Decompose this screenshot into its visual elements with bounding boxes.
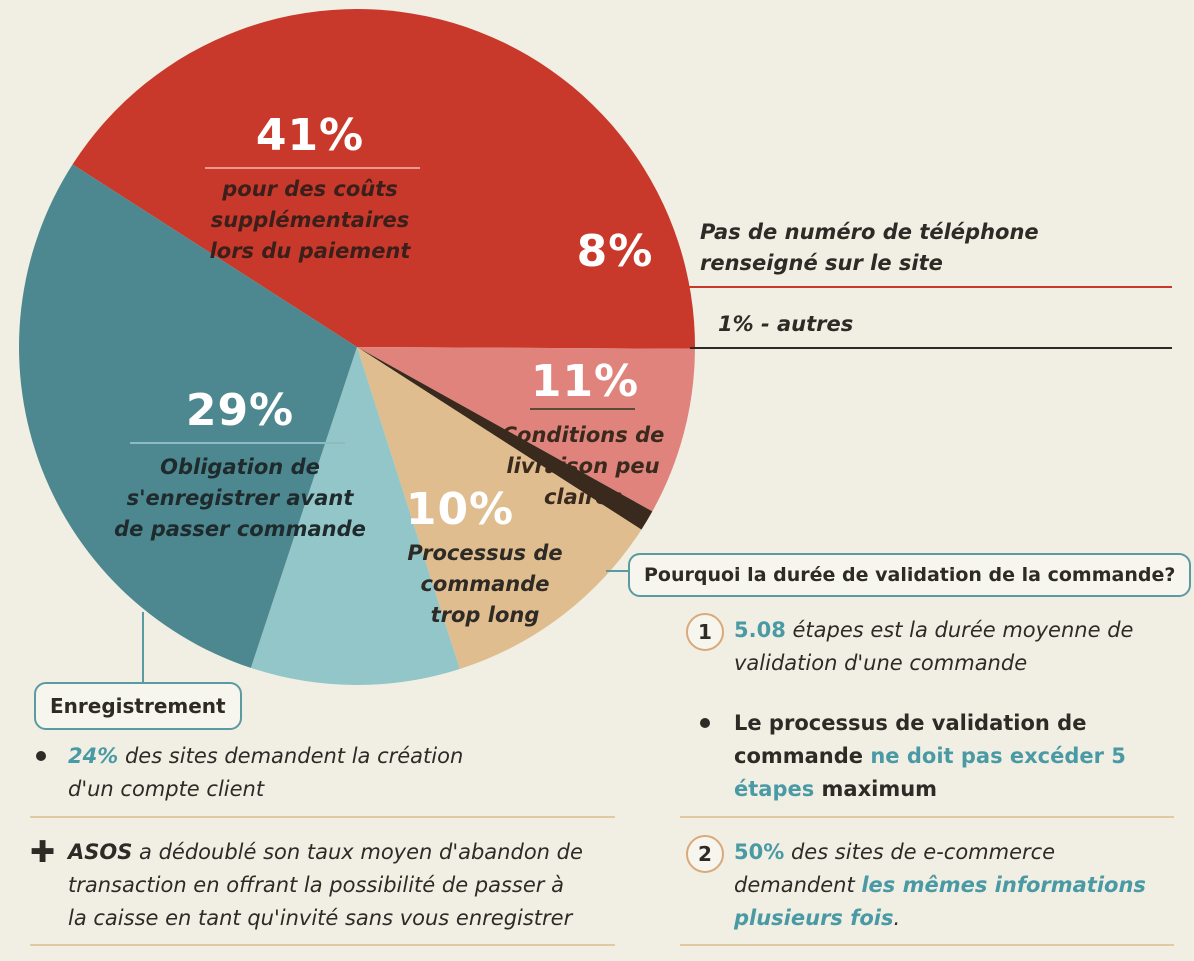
left-item-2-text2: transaction en offrant la possibilité de… (68, 873, 564, 897)
left-divider-1 (30, 816, 615, 818)
slice-11-pct: 11% (530, 356, 640, 407)
right-item-1-text2: validation d'une commande (734, 651, 1028, 675)
pie-slice-41 (72, 9, 696, 349)
left-item-2: ASOS a dédoublé son taux moyen d'abandon… (68, 836, 648, 935)
left-item-2-text3: la caisse en tant qu'invité sans vous en… (68, 906, 573, 930)
slice-11-desc-line2: livraison peu (506, 454, 660, 478)
pie-slice-8 (357, 347, 695, 512)
bullet-icon (700, 718, 710, 728)
right-divider-1 (680, 816, 1174, 818)
number-1-icon: 1 (686, 613, 724, 651)
right-item-2-highlight2: étapes (734, 777, 815, 801)
slice-11-rule (530, 408, 635, 410)
plus-icon: ✚ (30, 835, 56, 870)
slice-41-desc-line1: pour des coûts (222, 177, 398, 201)
pie-slice-29 (18, 164, 357, 668)
left-divider-2 (30, 944, 615, 946)
slice-29-pct: 29% (185, 385, 295, 436)
slice-10-pct: 10% (405, 484, 515, 535)
left-item-2-text: a dédoublé son taux moyen d'abandon de (132, 840, 583, 864)
left-item-2-bold: ASOS (68, 840, 133, 864)
slice-8-desc-line1: Pas de numéro de téléphone (700, 220, 1039, 244)
right-item-2-line1: Le processus de validation de (734, 711, 1087, 735)
right-divider-2 (680, 944, 1174, 946)
right-item-3-end: . (893, 906, 901, 930)
right-item-3-b: demandent (734, 873, 862, 897)
bullet-icon (36, 751, 46, 761)
right-item-2-b: commande (734, 744, 864, 768)
slice-29-desc-line1: Obligation de (160, 455, 320, 479)
slice-41-desc-line3: lors du paiement (209, 239, 411, 263)
right-item-2-c: maximum (814, 777, 938, 801)
right-item-3-highlight3: plusieurs fois (734, 906, 894, 930)
pie-slice-1 (357, 347, 653, 530)
right-item-3-highlight2: les mêmes informations (861, 873, 1146, 897)
pie-slice-11 (357, 347, 642, 669)
right-item-2-highlight: ne doit pas excéder 5 (863, 744, 1126, 768)
slice-10-desc-line2: commande (420, 572, 550, 596)
enregistrement-box: Enregistrement (34, 682, 242, 730)
right-item-1-highlight: 5.08 (734, 618, 786, 642)
validation-title: Pourquoi la durée de validation de la co… (644, 564, 1176, 586)
number-2-icon: 2 (686, 835, 724, 873)
right-item-3-text: des sites de e-commerce (784, 840, 1056, 864)
pie-slice-10 (250, 347, 460, 686)
slice-11-desc: Conditions de livraison peu claires (488, 420, 678, 513)
right-item-3: 50% des sites de e-commerce demandent le… (734, 836, 1184, 935)
slice-8-desc-line2: renseigné sur le site (700, 251, 943, 275)
slice-10-desc-line1: Processus de (407, 541, 563, 565)
slice-8-pct: 8% (576, 226, 654, 277)
validation-box: Pourquoi la durée de validation de la co… (628, 553, 1192, 597)
slice-41-pct: 41% (255, 110, 365, 161)
slice-29-desc: Obligation de s'enregistrer avant de pas… (95, 452, 385, 545)
left-item-1-text: des sites demandent la création (118, 744, 464, 768)
slice-10-desc: Processus de commande trop long (400, 538, 570, 631)
slice-10-desc-line3: trop long (430, 603, 540, 627)
right-item-2: Le processus de validation de commande n… (734, 707, 1184, 806)
right-item-1: 5.08 étapes est la durée moyenne de vali… (734, 614, 1184, 680)
left-item-1-highlight: 24% (68, 744, 119, 768)
slice-29-desc-line2: s'enregistrer avant (126, 486, 354, 510)
right-item-1-text: étapes est la durée moyenne de (785, 618, 1134, 642)
left-item-1-text2: d'un compte client (68, 777, 265, 801)
slice-41-rule (205, 167, 420, 169)
slice-29-desc-line3: de passer commande (114, 517, 366, 541)
enregistrement-title: Enregistrement (50, 694, 226, 718)
slice-41-desc-line2: supplémentaires (210, 208, 410, 232)
slice-11-desc-line3: claires (543, 485, 623, 509)
slice-11-desc-line1: Conditions de (501, 423, 665, 447)
slice-29-rule (130, 442, 345, 444)
slice-1-label: 1% - autres (718, 312, 854, 336)
right-item-3-highlight: 50% (734, 840, 785, 864)
slice-41-desc: pour des coûts supplémentaires lors du p… (160, 174, 460, 267)
slice-8-desc: Pas de numéro de téléphone renseigné sur… (700, 217, 1160, 279)
left-item-1: 24% des sites demandent la création d'un… (68, 740, 628, 806)
